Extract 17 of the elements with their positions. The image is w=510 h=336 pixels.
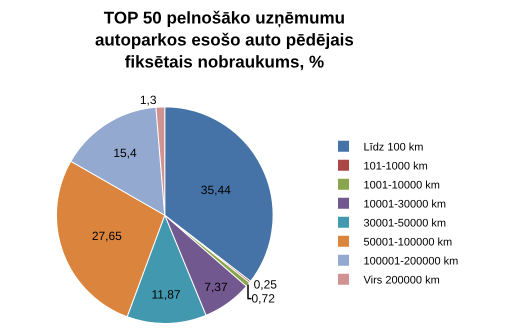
data-label: 0,25 [254,278,278,292]
legend-label: Virs 200000 km [364,274,440,287]
legend-label: 50001-100000 km [364,236,452,249]
legend-label: 10001-30000 km [364,198,446,211]
legend-label: Līdz 100 km [364,142,424,154]
data-label: 27,65 [92,229,122,244]
legend-label: 1001-10000 km [364,180,440,192]
legend-label: 101-1000 km [364,160,428,173]
data-label: 15,4 [113,146,137,160]
chart-title: TOP 50 pelnošāko uzņēmumu autoparkos esošo auto pēdējais fiksētais nobraukums, % [94,8,354,72]
data-label: 11,87 [151,288,181,302]
data-label: 7,37 [204,280,228,294]
legend-label: 100001-200000 km [364,256,458,268]
legend-label: 30001-50000 km [364,218,446,230]
data-label: 35,44 [200,183,232,197]
data-label: 0,72 [252,292,276,306]
data-label: 1,3 [140,93,157,107]
